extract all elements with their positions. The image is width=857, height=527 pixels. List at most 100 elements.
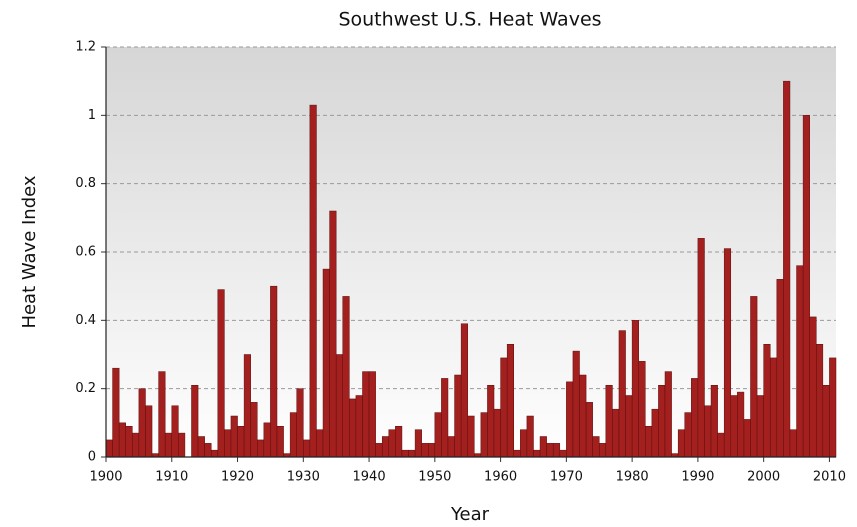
bar — [500, 357, 508, 458]
bar — [243, 354, 251, 458]
bar — [829, 357, 837, 458]
bar — [421, 443, 429, 458]
bar — [520, 429, 528, 458]
bar — [809, 316, 817, 458]
bar — [506, 344, 514, 458]
bar — [381, 436, 390, 458]
bar — [822, 385, 830, 458]
x-tick-label: 1930 — [287, 470, 320, 485]
bar — [552, 443, 561, 458]
x-tick-label: 1980 — [616, 470, 649, 485]
bar — [132, 432, 140, 458]
bar — [454, 374, 462, 458]
bar — [342, 296, 350, 458]
bar — [434, 412, 442, 458]
bar — [368, 371, 376, 458]
bar — [335, 354, 344, 458]
bar — [237, 426, 245, 458]
bar — [645, 426, 653, 458]
bar — [276, 426, 284, 458]
bar — [717, 432, 725, 458]
x-tick-label: 1920 — [221, 470, 254, 485]
bar — [513, 449, 521, 458]
y-tick-label: 0.6 — [75, 245, 96, 260]
y-tick-label: 0 — [88, 450, 96, 465]
bar — [533, 449, 541, 458]
bar — [171, 405, 179, 458]
bar — [723, 248, 732, 458]
bar — [730, 395, 738, 458]
bar — [677, 429, 685, 458]
bar — [270, 285, 278, 458]
bar — [704, 405, 712, 458]
bar — [441, 378, 449, 458]
x-axis-label: Year — [450, 504, 490, 525]
bar — [296, 388, 304, 458]
bar — [572, 350, 580, 458]
bar — [737, 391, 745, 458]
y-axis-label: Heat Wave Index — [19, 175, 40, 328]
x-tick-label: 2000 — [747, 470, 780, 485]
bar — [585, 402, 593, 458]
bar — [197, 436, 205, 458]
bar — [401, 449, 409, 458]
bar — [112, 367, 120, 458]
bar — [756, 395, 764, 458]
y-tick-label: 0.2 — [75, 381, 96, 396]
bar — [118, 422, 126, 458]
bar — [618, 330, 626, 458]
bar — [428, 443, 436, 458]
bar — [493, 408, 501, 458]
bar — [191, 385, 199, 458]
bar — [138, 388, 146, 458]
bar — [559, 449, 567, 458]
bar — [217, 289, 225, 458]
x-tick-label: 1990 — [681, 470, 714, 485]
bar — [349, 398, 357, 458]
bar — [375, 443, 383, 458]
bar — [697, 238, 705, 458]
bar — [230, 415, 238, 458]
bar — [487, 385, 495, 458]
bar — [579, 374, 587, 458]
bar — [651, 408, 659, 458]
x-tick-label: 1960 — [484, 470, 517, 485]
bar — [467, 415, 475, 458]
bar — [303, 439, 311, 458]
bar — [316, 429, 324, 458]
bar — [789, 429, 797, 458]
bar — [263, 422, 271, 458]
x-tick-label: 1940 — [353, 470, 386, 485]
bar — [763, 344, 771, 458]
bar — [743, 419, 751, 458]
bar — [224, 429, 232, 458]
bar — [684, 412, 692, 458]
bar — [164, 432, 173, 458]
bar — [125, 426, 133, 458]
bar — [158, 371, 166, 458]
bar — [546, 443, 554, 458]
bar — [250, 402, 258, 458]
bar — [605, 385, 613, 458]
chart-title: Southwest U.S. Heat Waves — [338, 9, 601, 31]
bar — [414, 429, 422, 458]
bar — [710, 385, 718, 458]
bar — [178, 432, 186, 458]
bar — [289, 412, 297, 458]
x-tick-label: 2010 — [813, 470, 846, 485]
bar — [105, 439, 113, 458]
bar — [658, 385, 666, 458]
bar — [257, 439, 265, 458]
bar — [598, 443, 607, 458]
bar — [750, 296, 758, 458]
bar — [783, 80, 791, 458]
bar — [612, 408, 620, 458]
bar — [539, 436, 547, 458]
bar — [460, 323, 468, 458]
bar — [802, 115, 810, 458]
bar — [769, 357, 778, 458]
x-tick-label: 1950 — [418, 470, 451, 485]
bar — [625, 395, 633, 458]
bar — [592, 436, 600, 458]
